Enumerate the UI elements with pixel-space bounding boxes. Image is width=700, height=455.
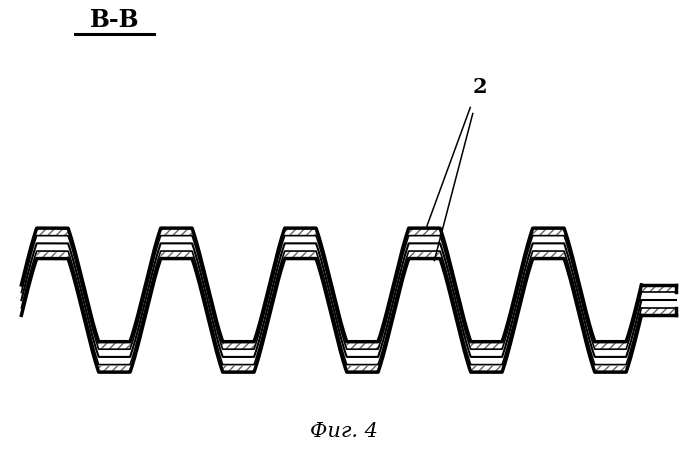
Text: В-В: В-В [90,9,139,32]
Text: Фиг. 4: Фиг. 4 [310,422,378,441]
Text: 2: 2 [473,77,487,97]
